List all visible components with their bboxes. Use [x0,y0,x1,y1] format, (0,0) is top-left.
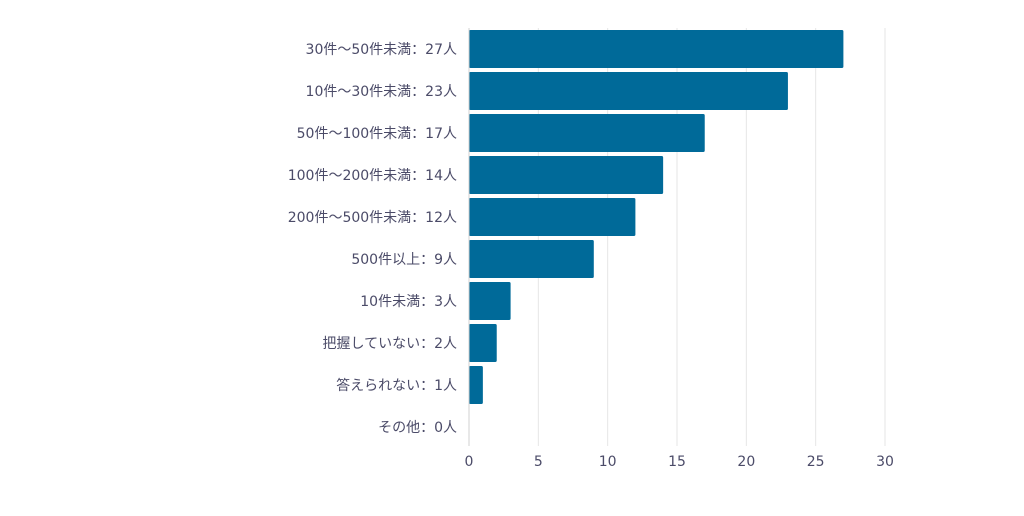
x-tick-label: 0 [465,454,474,470]
bar [469,324,497,362]
x-tick-label: 10 [599,454,617,470]
bar [469,156,664,194]
category-label: 50件～100件未満：17人 [297,126,457,142]
x-tick-label: 5 [534,454,543,470]
bar [469,366,483,404]
category-label: 10件未満：3人 [360,294,457,310]
bar [469,282,511,320]
category-label: 30件～50件未満：27人 [306,42,457,58]
bar [469,30,844,68]
category-label: その他：0人 [378,420,457,436]
bar [469,240,594,278]
category-label: 答えられない：1人 [336,377,457,394]
x-tick-label: 15 [668,454,686,470]
category-label: 把握していない：2人 [323,336,458,352]
category-label: 200件～500件未満：12人 [288,210,457,226]
bar [469,72,788,110]
category-label: 100件～200件未満：14人 [288,168,457,184]
category-label: 10件～30件未満：23人 [306,84,457,100]
x-tick-label: 20 [737,454,755,470]
bar [469,114,705,152]
x-tick-label: 25 [807,454,825,470]
bar [469,198,636,236]
category-label: 500件以上：9人 [351,252,457,268]
x-tick-label: 30 [876,454,894,470]
